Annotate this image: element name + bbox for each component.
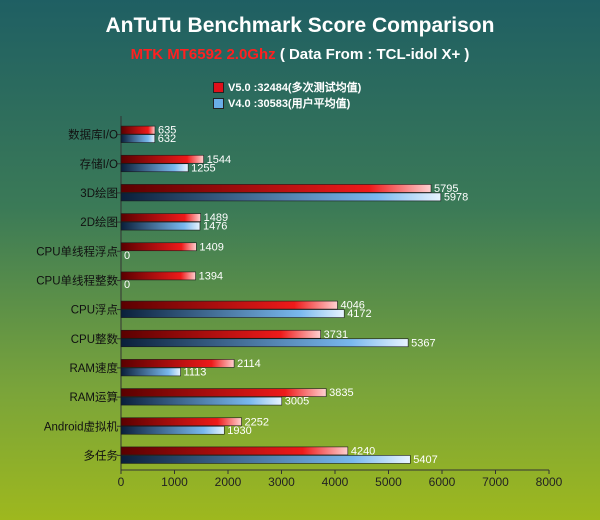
bar-v5 <box>120 417 242 427</box>
data-label-v5: 2252 <box>244 416 268 428</box>
data-label-v4: 3005 <box>285 396 309 408</box>
data-label-v5: 635 <box>158 125 176 137</box>
data-label-v4: 1476 <box>203 221 227 233</box>
data-label-v4: 1930 <box>227 425 251 437</box>
legend-label-v4: V4.0 :30583(用户平均值) <box>228 98 351 110</box>
bar-v5 <box>120 125 156 135</box>
bar-v5 <box>120 184 432 193</box>
legend-label-v5: V5.0 :32484(多次测试均值) <box>228 82 362 94</box>
x-tick-label: 0 <box>118 475 125 489</box>
chart-subtitle: MTK MT6592 2.0Ghz ( Data From : TCL-idol… <box>0 46 600 63</box>
bar-v4 <box>120 309 345 318</box>
bar-v5 <box>120 213 201 222</box>
bar-v4 <box>120 338 409 348</box>
bar-v4 <box>120 367 181 377</box>
y-tick-label: 3D绘图 <box>80 186 118 200</box>
bar-v5 <box>120 242 197 252</box>
data-label-v4: 0 <box>124 279 130 291</box>
data-label-v5: 4046 <box>340 300 364 312</box>
bar-v4 <box>120 396 283 406</box>
bar-v5 <box>120 271 196 281</box>
data-label-v5: 1409 <box>199 241 223 253</box>
x-tick-label: 8000 <box>536 475 563 489</box>
subtitle-processor: MTK MT6592 2.0Ghz <box>130 46 276 63</box>
x-tick-label: 4000 <box>322 475 349 489</box>
subtitle-source: ( Data From : TCL-idol X+ ) <box>279 46 470 63</box>
bar-v4 <box>120 221 201 231</box>
y-tick-label: CPU单线程浮点 <box>36 244 118 258</box>
data-label-v5: 3731 <box>324 329 348 341</box>
y-tick-label: CPU整数 <box>71 332 119 346</box>
data-label-v4: 4172 <box>347 308 371 320</box>
data-label-v5: 5795 <box>434 183 458 195</box>
data-label-v5: 3835 <box>329 387 353 399</box>
data-label-v4: 5407 <box>413 454 437 466</box>
bar-v4 <box>120 192 442 202</box>
data-label-v5: 4240 <box>351 445 375 457</box>
bar-v5 <box>120 154 204 164</box>
bar-v4 <box>120 163 189 173</box>
legend-item-v5: V5.0 :32484(多次测试均值) <box>213 79 361 95</box>
bar-v5 <box>120 388 327 397</box>
x-tick-label: 3000 <box>268 475 295 489</box>
y-tick-label: CPU单线程整数 <box>36 273 118 287</box>
data-label-v4: 632 <box>158 133 176 145</box>
y-tick-label: RAM运算 <box>69 390 118 404</box>
data-label-v5: 1394 <box>199 270 223 282</box>
chart-title: AnTuTu Benchmark Score Comparison <box>105 14 495 37</box>
y-tick-label: 2D绘图 <box>80 215 118 229</box>
data-label-v4: 0 <box>124 250 130 262</box>
bar-v5 <box>120 300 338 310</box>
x-tick-label: 1000 <box>161 475 188 489</box>
x-tick-label: 6000 <box>429 475 456 489</box>
x-tick-label: 5000 <box>375 475 402 489</box>
bar-v4 <box>120 134 156 143</box>
y-tick-label: 存储I/O <box>80 157 118 171</box>
data-label-v4: 1113 <box>184 366 207 378</box>
y-tick-label: 数据库I/O <box>68 128 118 142</box>
data-label-v5: 1489 <box>204 212 228 224</box>
y-tick-label: Android虚拟机 <box>44 419 119 433</box>
bar-v5 <box>120 446 349 456</box>
bar-v4 <box>120 455 411 464</box>
bar-v5 <box>120 329 321 339</box>
y-tick-label: 多任务 <box>84 448 119 462</box>
legend-swatch-v4 <box>213 97 224 109</box>
data-label-v4: 5978 <box>444 191 468 203</box>
y-tick-label: CPU浮点 <box>71 304 118 317</box>
x-tick-label: 7000 <box>482 475 509 489</box>
bar-v4 <box>120 425 225 435</box>
data-label-v5: 2114 <box>237 358 261 370</box>
legend-swatch-v5 <box>213 81 224 93</box>
data-label-v4: 5367 <box>411 337 435 349</box>
data-label-v5: 1544 <box>207 154 231 166</box>
legend-item-v4: V4.0 :30583(用户平均值) <box>213 95 361 111</box>
data-label-v4: 1255 <box>191 162 215 174</box>
legend: V5.0 :32484(多次测试均值) V4.0 :30583(用户平均值) <box>213 79 361 111</box>
bar-v5 <box>120 359 235 368</box>
y-tick-label: RAM速度 <box>69 361 118 375</box>
x-tick-label: 2000 <box>215 475 242 489</box>
